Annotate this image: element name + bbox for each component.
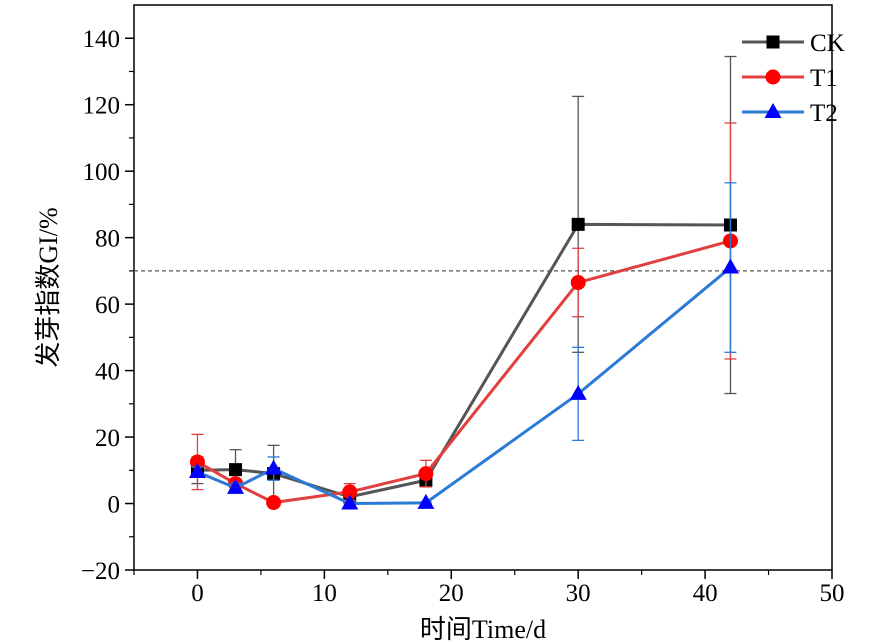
y-tick-label: 40 [95, 359, 120, 386]
legend-label: T1 [810, 65, 838, 92]
legend-marker-CK [766, 35, 780, 49]
legend-label: CK [810, 30, 845, 57]
data-point-T2 [341, 494, 359, 510]
data-point-T2 [188, 462, 206, 478]
x-tick-label: 30 [566, 580, 591, 607]
y-tick-label: 60 [95, 292, 120, 319]
data-point-T2 [569, 384, 587, 400]
data-point-T1 [342, 484, 358, 500]
data-point-T2 [721, 258, 739, 274]
legend-marker-T2 [764, 103, 782, 118]
data-point-T2 [227, 478, 245, 494]
data-point-T2 [265, 459, 283, 475]
x-tick-label: 40 [693, 580, 718, 607]
data-point-T1 [266, 495, 282, 511]
legend-label: T2 [810, 100, 838, 127]
data-point-CK [571, 217, 585, 231]
data-point-CK [229, 463, 243, 477]
data-point-T1 [189, 454, 205, 470]
x-tick-label: 0 [191, 580, 204, 607]
y-tick-label: 100 [83, 159, 121, 186]
y-tick-label: 20 [95, 425, 120, 452]
x-axis-label: 时间Time/d [420, 615, 546, 644]
plot-frame [133, 4, 833, 571]
y-tick-label: 120 [83, 93, 121, 120]
x-tick-label: 50 [820, 580, 845, 607]
data-point-T2 [417, 493, 435, 509]
y-tick-label: 0 [108, 492, 121, 519]
y-tick-label: 140 [83, 26, 121, 53]
data-point-T1 [570, 275, 586, 291]
series-line-CK [197, 222, 731, 499]
x-tick-label: 10 [312, 580, 337, 607]
data-point-T1 [418, 466, 434, 482]
y-axis-label: 发芽指数GI/% [34, 207, 63, 367]
y-tick-label: 80 [95, 226, 120, 253]
y-tick-label: −20 [81, 558, 120, 585]
series-line-T1 [196, 239, 731, 505]
legend-marker-T1 [765, 69, 781, 85]
x-tick-label: 20 [439, 580, 464, 607]
